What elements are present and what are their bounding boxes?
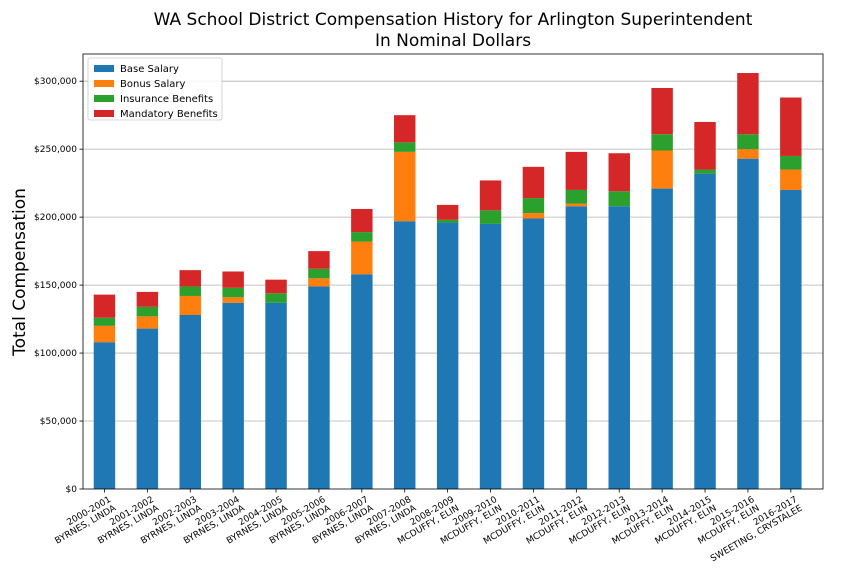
bar-bonus-salary-2002-2003 bbox=[179, 295, 201, 315]
bar-insurance-benefits-2015-2016 bbox=[737, 134, 759, 150]
bar-bonus-salary-2010-2011 bbox=[522, 213, 545, 219]
bar-mandatory-benefits-2000-2001 bbox=[93, 294, 116, 318]
bar-base-salary-2004-2005 bbox=[265, 302, 287, 489]
bar-insurance-benefits-2010-2011 bbox=[522, 198, 545, 214]
bar-mandatory-benefits-2004-2005 bbox=[265, 279, 287, 294]
bar-insurance-benefits-2005-2006 bbox=[308, 268, 330, 279]
bar-insurance-benefits-2003-2004 bbox=[222, 287, 244, 298]
bar-mandatory-benefits-2001-2002 bbox=[136, 291, 159, 307]
bar-bonus-salary-2000-2001 bbox=[93, 325, 116, 343]
chart-title-line-2: In Nominal Dollars bbox=[375, 31, 531, 51]
bar-insurance-benefits-2007-2008 bbox=[394, 142, 416, 152]
bar-base-salary-2009-2010 bbox=[479, 223, 502, 489]
y-tick-label: $250,000 bbox=[34, 145, 77, 155]
bar-insurance-benefits-2002-2003 bbox=[179, 286, 201, 296]
bar-base-salary-2010-2011 bbox=[522, 218, 545, 489]
y-tick-label: $200,000 bbox=[34, 213, 77, 223]
legend-swatch bbox=[94, 65, 114, 72]
bar-base-salary-2006-2007 bbox=[351, 274, 373, 489]
bar-base-salary-2008-2009 bbox=[436, 222, 459, 489]
y-tick-label: $50,000 bbox=[40, 417, 77, 427]
bar-base-salary-2005-2006 bbox=[308, 286, 330, 489]
bar-bonus-salary-2001-2002 bbox=[136, 316, 159, 329]
bar-insurance-benefits-2000-2001 bbox=[93, 317, 116, 326]
bar-base-salary-2014-2015 bbox=[694, 173, 716, 489]
y-axis-label: Total Compensation bbox=[10, 188, 30, 357]
legend-swatch bbox=[94, 80, 114, 87]
bar-insurance-benefits-2001-2002 bbox=[136, 306, 159, 317]
y-tick-label: $300,000 bbox=[34, 77, 77, 87]
bar-insurance-benefits-2011-2012 bbox=[565, 189, 588, 204]
bar-base-salary-2015-2016 bbox=[737, 158, 759, 489]
bar-mandatory-benefits-2003-2004 bbox=[222, 271, 244, 288]
bar-mandatory-benefits-2005-2006 bbox=[308, 251, 330, 269]
bar-base-salary-2007-2008 bbox=[394, 221, 416, 489]
legend-swatch bbox=[94, 95, 114, 102]
bar-bonus-salary-2011-2012 bbox=[565, 203, 588, 207]
bar-bonus-salary-2007-2008 bbox=[394, 151, 416, 222]
bar-mandatory-benefits-2012-2013 bbox=[608, 153, 630, 192]
bar-bonus-salary-2013-2014 bbox=[651, 150, 673, 189]
bar-insurance-benefits-2014-2015 bbox=[694, 169, 716, 174]
y-tick-label: $150,000 bbox=[34, 281, 77, 291]
bar-base-salary-2000-2001 bbox=[93, 342, 116, 489]
y-tick-label: $100,000 bbox=[34, 349, 77, 359]
bar-mandatory-benefits-2007-2008 bbox=[394, 115, 416, 143]
bar-base-salary-2002-2003 bbox=[179, 315, 201, 489]
legend-entry: Insurance Benefits bbox=[120, 94, 213, 105]
legend-entry: Mandatory Benefits bbox=[120, 109, 218, 120]
plot-area bbox=[82, 53, 824, 490]
legend-swatch bbox=[94, 110, 114, 117]
bar-insurance-benefits-2016-2017 bbox=[780, 155, 802, 170]
bar-base-salary-2011-2012 bbox=[565, 206, 588, 489]
bar-base-salary-2012-2013 bbox=[608, 206, 630, 489]
legend: Base Salary Bonus Salary Insurance Benefit… bbox=[87, 57, 223, 121]
bar-insurance-benefits-2006-2007 bbox=[351, 232, 373, 242]
bar-insurance-benefits-2012-2013 bbox=[608, 191, 630, 207]
bar-base-salary-2013-2014 bbox=[651, 188, 673, 489]
chart-title-line-1: WA School District Compensation History … bbox=[154, 10, 753, 30]
bar-mandatory-benefits-2013-2014 bbox=[651, 87, 673, 135]
bar-mandatory-benefits-2011-2012 bbox=[565, 151, 588, 190]
bar-base-salary-2003-2004 bbox=[222, 302, 244, 489]
bar-base-salary-2016-2017 bbox=[780, 189, 802, 489]
legend-entry: Bonus Salary bbox=[120, 79, 186, 90]
bar-insurance-benefits-2008-2009 bbox=[436, 219, 459, 223]
bar-bonus-salary-2003-2004 bbox=[222, 297, 244, 303]
bar-mandatory-benefits-2010-2011 bbox=[522, 166, 545, 199]
bar-base-salary-2001-2002 bbox=[136, 328, 159, 489]
bar-mandatory-benefits-2014-2015 bbox=[694, 121, 716, 170]
bar-mandatory-benefits-2002-2003 bbox=[179, 270, 201, 287]
bar-bonus-salary-2006-2007 bbox=[351, 241, 373, 275]
bar-mandatory-benefits-2016-2017 bbox=[780, 97, 802, 156]
legend-entry: Base Salary bbox=[120, 64, 179, 75]
bar-mandatory-benefits-2006-2007 bbox=[351, 208, 373, 233]
bar-bonus-salary-2016-2017 bbox=[780, 169, 802, 190]
bar-insurance-benefits-2009-2010 bbox=[479, 210, 502, 224]
bar-mandatory-benefits-2015-2016 bbox=[737, 73, 759, 135]
bar-mandatory-benefits-2008-2009 bbox=[436, 204, 459, 220]
bar-bonus-salary-2005-2006 bbox=[308, 278, 330, 287]
legend-box bbox=[87, 57, 223, 121]
bar-insurance-benefits-2004-2005 bbox=[265, 293, 287, 303]
y-tick-label: $0 bbox=[66, 485, 78, 495]
bar-mandatory-benefits-2009-2010 bbox=[479, 180, 502, 211]
bar-insurance-benefits-2013-2014 bbox=[651, 134, 673, 151]
bar-bonus-salary-2015-2016 bbox=[737, 149, 759, 159]
